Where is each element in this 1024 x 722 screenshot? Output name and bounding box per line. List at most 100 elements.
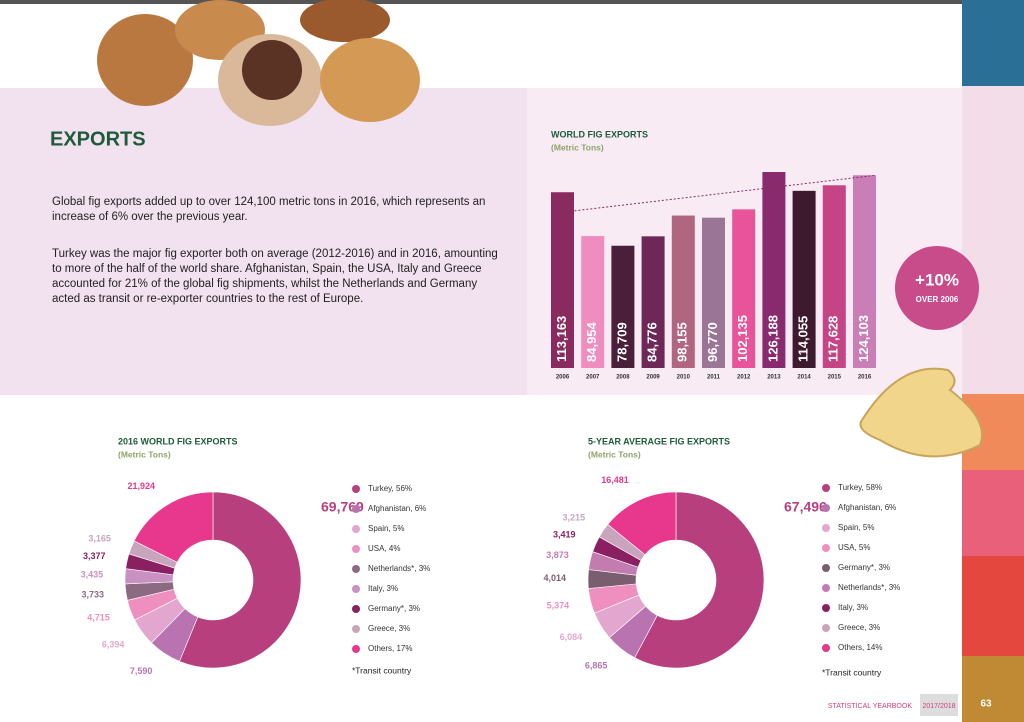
value-label: 3,165 — [88, 534, 111, 544]
stripe — [962, 656, 1024, 722]
value-label: 102,135 — [735, 315, 750, 362]
x-tick-label: 2007 — [586, 375, 600, 381]
legend-marker — [352, 585, 360, 593]
footnote: *Transit country — [822, 667, 882, 677]
stripe — [962, 86, 1024, 394]
legend-marker — [822, 604, 830, 612]
legend-label: Greece, 3% — [838, 623, 880, 632]
value-label: 7,590 — [130, 666, 153, 676]
stripes — [962, 0, 1024, 722]
legend-marker — [822, 544, 830, 552]
text-panel — [0, 88, 527, 395]
paragraph: Global fig exports added up to over 124,… — [52, 196, 486, 223]
legend-label: Turkey, 58% — [838, 483, 882, 492]
badge-value: +10% — [915, 270, 959, 289]
legend-label: Spain, 5% — [368, 524, 404, 533]
legend-marker — [352, 565, 360, 573]
value-label: 96,770 — [705, 322, 720, 362]
value-label: 4,014 — [543, 573, 566, 583]
value-label: 6,084 — [560, 632, 583, 642]
footer-years: 2017/2018 — [922, 703, 955, 710]
bar — [792, 190, 816, 368]
bar — [702, 217, 725, 368]
value-label: 117,628 — [826, 316, 841, 362]
legend-marker — [352, 525, 360, 533]
legend-marker — [352, 485, 360, 493]
stripe — [962, 556, 1024, 656]
value-label: 16,481 — [601, 475, 629, 485]
x-tick-label: 2015 — [828, 375, 842, 381]
slice — [133, 491, 214, 563]
value-label: 98,155 — [675, 322, 690, 362]
value-label: 6,394 — [102, 640, 125, 650]
page-number: 63 — [980, 699, 992, 710]
legend-marker — [352, 545, 360, 553]
footer-title: STATISTICAL YEARBOOK — [828, 703, 912, 710]
legend-label: USA, 5% — [838, 543, 870, 552]
value-label: 114,055 — [796, 316, 811, 362]
trend-line — [562, 174, 877, 213]
legend-label: Germany*, 3% — [368, 604, 420, 613]
bar — [732, 209, 756, 368]
x-tick-label: 2014 — [797, 375, 811, 381]
x-tick-label: 2013 — [767, 375, 781, 381]
fig — [300, 0, 390, 42]
figs-image — [97, 0, 420, 126]
footnote: *Transit country — [352, 665, 412, 675]
chart-subtitle: (Metric Tons) — [588, 449, 641, 459]
legend-label: Others, 17% — [368, 644, 412, 653]
page-title: EXPORTS — [50, 128, 146, 150]
value-label: 126,188 — [765, 315, 780, 362]
badge-label: OVER 2006 — [916, 295, 959, 304]
legend-label: Afghanistan, 6% — [368, 504, 426, 513]
bar — [762, 172, 786, 368]
legend-label: Netherlands*, 3% — [368, 564, 430, 573]
x-tick-label: 2006 — [556, 375, 570, 381]
legend-marker — [822, 624, 830, 632]
chart-title: 2016 WORLD FIG EXPORTS — [118, 436, 238, 446]
stripe — [962, 470, 1024, 556]
footer-box — [920, 694, 958, 716]
value-label: 67,496 — [784, 499, 827, 515]
legend-marker — [352, 605, 360, 613]
legend-label: USA, 4% — [368, 544, 400, 553]
fig-inside — [242, 40, 302, 100]
legend-marker — [822, 584, 830, 592]
value-label: 21,924 — [128, 481, 156, 491]
legend-marker — [822, 484, 830, 492]
legend-label: Others, 14% — [838, 643, 882, 652]
value-label: 3,419 — [553, 530, 576, 540]
bar — [581, 236, 605, 368]
legend-marker — [822, 644, 830, 652]
value-label: 3,377 — [83, 551, 106, 561]
bar — [551, 192, 574, 368]
legend-label: Netherlands*, 3% — [838, 583, 900, 592]
legend-marker — [352, 625, 360, 633]
chart-title: 5-YEAR AVERAGE FIG EXPORTS — [588, 436, 730, 446]
badge — [895, 246, 979, 330]
legend-label: Spain, 5% — [838, 523, 874, 532]
x-tick-label: 2010 — [677, 375, 691, 381]
fig — [97, 14, 193, 106]
value-label: 3,215 — [563, 512, 586, 522]
value-label: 4,715 — [87, 612, 110, 622]
x-tick-label: 2012 — [737, 375, 751, 381]
value-label: 113,163 — [554, 316, 569, 362]
legend-marker — [822, 524, 830, 532]
stripe — [962, 0, 1024, 86]
x-tick-label: 2011 — [707, 375, 721, 381]
bar — [671, 215, 695, 368]
legend-label: Greece, 3% — [368, 624, 410, 633]
legend-marker — [822, 504, 830, 512]
legend-marker — [822, 564, 830, 572]
legend-marker — [352, 645, 360, 653]
legend-label: Italy, 3% — [368, 584, 398, 593]
bar — [641, 236, 665, 368]
value-label: 78,709 — [614, 322, 629, 362]
legend-label: Turkey, 56% — [368, 484, 412, 493]
x-tick-label: 2009 — [646, 375, 660, 381]
chart-subtitle: (Metric Tons) — [551, 142, 604, 152]
value-label: 3,873 — [546, 550, 569, 560]
